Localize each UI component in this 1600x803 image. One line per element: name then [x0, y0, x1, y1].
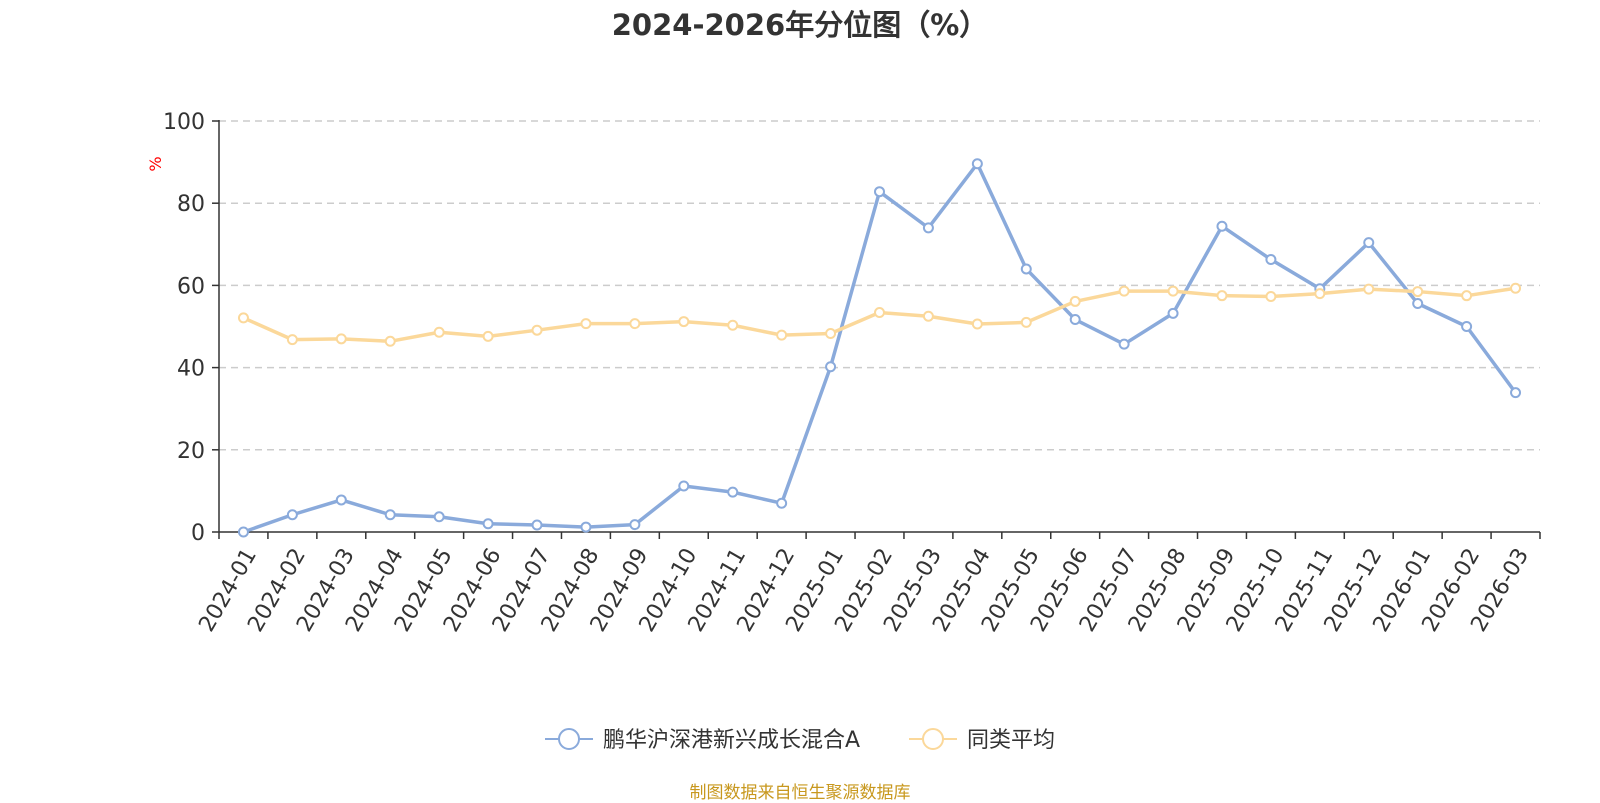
- series-1-point[interactable]: [678, 480, 690, 492]
- series-1-point[interactable]: [874, 186, 885, 198]
- series-1-point[interactable]: [1412, 297, 1424, 309]
- series-1-point[interactable]: [1265, 254, 1277, 266]
- y-tick-labels: 0 20 40 60 80 100: [163, 110, 205, 546]
- series-2-point[interactable]: [776, 329, 788, 341]
- series-2-point[interactable]: [678, 316, 690, 328]
- y-tick-label: 0: [191, 521, 205, 546]
- series-2-point[interactable]: [629, 318, 641, 330]
- legend-item-series-1[interactable]: 鹏华沪深港新兴成长混合A: [545, 728, 860, 753]
- x-tick-labels: 2024-012024-022024-032024-042024-052024-…: [194, 544, 1534, 636]
- y-tick-label: 80: [177, 192, 205, 217]
- series-1-point[interactable]: [922, 222, 934, 234]
- series-2-point[interactable]: [1314, 288, 1326, 300]
- series-2-point[interactable]: [384, 335, 396, 347]
- legend-marker-series-1: [558, 728, 580, 750]
- series-1-point[interactable]: [1216, 220, 1228, 232]
- series-1-point[interactable]: [1020, 263, 1032, 275]
- series-2-point[interactable]: [727, 319, 739, 331]
- series-2-point[interactable]: [286, 334, 298, 346]
- series-1-point[interactable]: [531, 519, 543, 531]
- y-tick-label: 100: [163, 110, 205, 135]
- series-1-point[interactable]: [776, 497, 788, 509]
- series-2-point[interactable]: [482, 330, 494, 342]
- series-2-point[interactable]: [825, 327, 837, 339]
- series-2-point[interactable]: [1510, 282, 1522, 294]
- series-2-point[interactable]: [1412, 286, 1424, 298]
- series-1-point[interactable]: [1461, 321, 1473, 332]
- series-1-point[interactable]: [482, 518, 494, 530]
- series-1-point[interactable]: [1363, 237, 1375, 249]
- series-2-point[interactable]: [1461, 290, 1473, 302]
- series-2-point[interactable]: [1363, 283, 1375, 295]
- series-2-point[interactable]: [874, 307, 885, 319]
- series-2-point[interactable]: [580, 318, 592, 330]
- chart-title: 2024-2026年分位图（%）: [611, 8, 989, 42]
- series-2-point[interactable]: [1216, 290, 1228, 302]
- series-2-point[interactable]: [237, 312, 249, 324]
- series-1-point[interactable]: [1069, 314, 1081, 326]
- series-1-group: [237, 158, 1522, 538]
- series-2-point[interactable]: [1167, 285, 1179, 297]
- series-2-point[interactable]: [335, 333, 347, 345]
- series-2-point[interactable]: [971, 318, 983, 330]
- series-1-point[interactable]: [237, 526, 249, 538]
- series-1-point[interactable]: [727, 486, 739, 498]
- y-tick-label: 20: [177, 439, 205, 464]
- series-1-point[interactable]: [580, 521, 592, 533]
- source-footer: 制图数据来自恒生聚源数据库: [689, 783, 911, 803]
- series-1-point[interactable]: [335, 494, 347, 506]
- y-tick-label: 40: [177, 357, 205, 382]
- axes: [212, 120, 1541, 539]
- series-1-point[interactable]: [433, 511, 445, 523]
- series-2-point[interactable]: [1069, 295, 1081, 307]
- series-1-point[interactable]: [286, 509, 298, 521]
- series-1-point[interactable]: [1167, 307, 1179, 319]
- series-2-point[interactable]: [922, 310, 934, 322]
- series-1-point[interactable]: [384, 509, 396, 521]
- legend-label-series-2: 同类平均: [967, 728, 1055, 753]
- series-2-point[interactable]: [1265, 290, 1277, 302]
- series-2-point[interactable]: [1020, 316, 1032, 328]
- series-1-point[interactable]: [1510, 387, 1522, 399]
- series-2-point[interactable]: [433, 326, 445, 338]
- series-2-group: [237, 282, 1522, 347]
- series-2-point[interactable]: [531, 324, 543, 336]
- legend-label-series-1: 鹏华沪深港新兴成长混合A: [603, 728, 860, 753]
- legend: 鹏华沪深港新兴成长混合A 同类平均: [545, 728, 1055, 753]
- y-tick-label: 60: [177, 274, 205, 299]
- series-1-point[interactable]: [629, 519, 641, 531]
- series-1-line: [242, 161, 1517, 534]
- legend-marker-series-2: [922, 728, 944, 750]
- series-lines: [237, 158, 1522, 538]
- y-axis-unit: %: [146, 156, 165, 171]
- grid-lines: [219, 120, 1540, 451]
- series-1-point[interactable]: [971, 158, 983, 170]
- legend-item-series-2[interactable]: 同类平均: [909, 728, 1055, 753]
- series-2-point[interactable]: [1118, 285, 1130, 297]
- series-1-point[interactable]: [1118, 338, 1130, 350]
- series-1-point[interactable]: [825, 361, 837, 373]
